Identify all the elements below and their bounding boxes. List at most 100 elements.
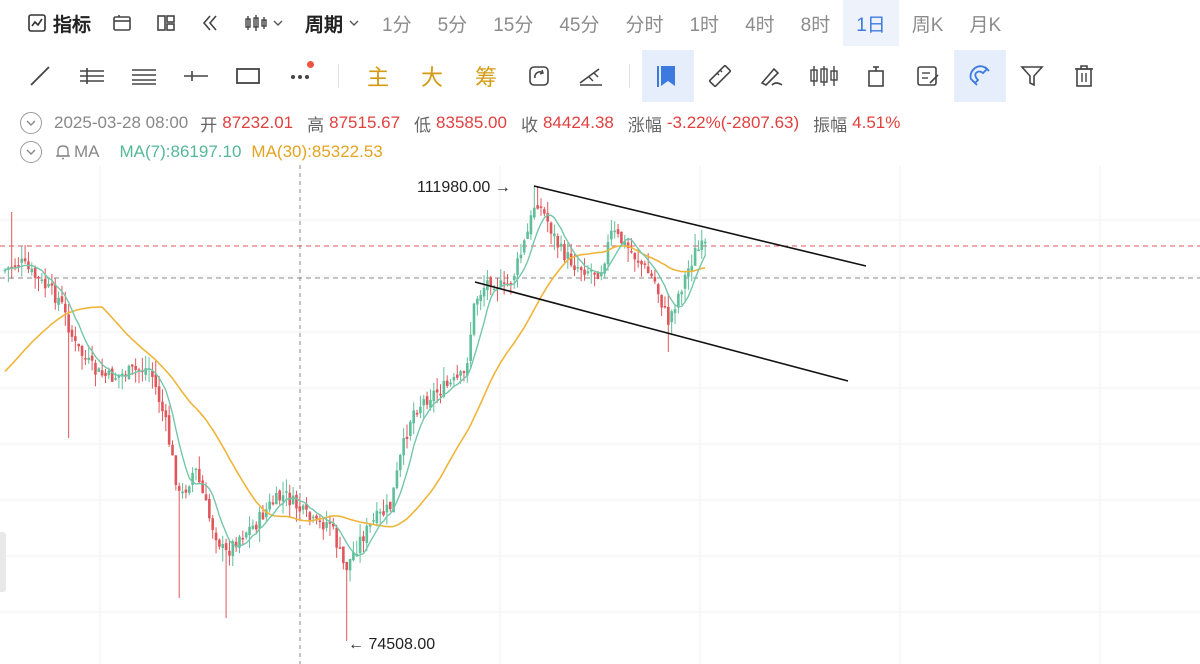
candle-body: [529, 215, 533, 235]
candle-body: [37, 276, 40, 279]
candle: [516, 252, 519, 288]
candle: [388, 501, 392, 512]
candle: [546, 201, 549, 233]
layout-button[interactable]: [100, 0, 144, 46]
candle: [117, 374, 121, 389]
candles-tool[interactable]: [798, 50, 850, 102]
collapse-toggle[interactable]: [20, 112, 42, 134]
horizontal-ray-tool[interactable]: [170, 50, 222, 102]
note-tool[interactable]: [902, 50, 954, 102]
more-tools-button[interactable]: [274, 50, 326, 102]
brush-icon: [760, 67, 783, 86]
candle: [214, 527, 218, 554]
candle: [141, 357, 144, 382]
change-value: -3.22%(-2807.63): [666, 113, 800, 132]
candle-body: [422, 399, 426, 406]
candle: [164, 403, 168, 432]
candle-body: [97, 368, 101, 372]
candle: [248, 516, 251, 549]
candle-body: [7, 267, 10, 270]
candles-layer: [3, 186, 707, 641]
interval-tab[interactable]: 月K: [969, 14, 1002, 36]
bookmark-tool[interactable]: [642, 50, 694, 102]
interval-tab[interactable]: 15分: [493, 14, 534, 36]
horizontal-lines-tool[interactable]: [118, 50, 170, 102]
candle: [690, 254, 694, 282]
lower-channel-line[interactable]: [474, 281, 849, 382]
candle-body: [342, 546, 345, 564]
candle: [667, 293, 670, 352]
rectangle-tool[interactable]: [222, 50, 274, 102]
indicator-button[interactable]: 指标: [18, 0, 100, 46]
interval-tab[interactable]: 1日: [843, 0, 899, 46]
candle-body: [499, 280, 503, 287]
candle-style-button[interactable]: [232, 0, 296, 46]
delete-tool[interactable]: [1058, 50, 1110, 102]
candle-body: [482, 287, 486, 297]
more-icon: [291, 75, 309, 79]
line-tool[interactable]: [14, 50, 66, 102]
candle: [224, 538, 228, 618]
candle: [305, 497, 308, 518]
ruler-tool[interactable]: [694, 50, 746, 102]
interval-tab[interactable]: 4时: [745, 14, 775, 36]
open-value: 87232.01: [222, 113, 294, 132]
interval-tab[interactable]: 分时: [625, 14, 664, 36]
big-order-button[interactable]: 大: [405, 50, 459, 102]
chevron-down-icon: [26, 149, 36, 155]
interval-tab[interactable]: 5分: [437, 14, 468, 36]
upper-channel-line[interactable]: [533, 185, 867, 267]
candle: [378, 508, 382, 524]
left-scroll-handle[interactable]: [0, 532, 6, 592]
candle: [298, 496, 302, 522]
candle-body: [221, 544, 225, 548]
interval-tab[interactable]: 45分: [559, 14, 600, 36]
split-view-button[interactable]: [144, 0, 188, 46]
candle: [30, 262, 34, 276]
candle-body: [399, 454, 402, 471]
bell-icon[interactable]: [54, 143, 72, 161]
candle-body: [586, 271, 590, 274]
parallel-lines-tool[interactable]: [66, 50, 118, 102]
candle: [586, 264, 590, 276]
collapse-toggle[interactable]: [20, 141, 42, 163]
candle-body: [563, 244, 566, 261]
candle-body: [673, 309, 677, 314]
candle: [519, 244, 523, 264]
filter-tool[interactable]: [1006, 50, 1058, 102]
cycle-tool[interactable]: [513, 50, 565, 102]
candle-body: [636, 260, 640, 263]
candle-body: [301, 505, 305, 510]
candle: [100, 358, 104, 378]
candle: [74, 326, 77, 352]
candle: [653, 269, 657, 285]
interval-tab[interactable]: 1分: [382, 14, 412, 36]
candle-body: [84, 358, 87, 360]
candle-body: [30, 268, 34, 273]
candle-body: [640, 261, 643, 265]
rewind-button[interactable]: [188, 0, 232, 46]
main-force-button[interactable]: 主: [351, 50, 405, 102]
candle-body: [556, 236, 560, 248]
candle: [559, 235, 563, 252]
candle: [579, 265, 583, 282]
candle-body: [295, 494, 298, 509]
candle-body: [583, 269, 586, 275]
measure-tool[interactable]: [565, 50, 617, 102]
bin-tool[interactable]: [850, 50, 902, 102]
candle-body: [650, 273, 653, 277]
low-value: 83585.00: [436, 113, 507, 132]
candlestick-icon: [245, 15, 267, 31]
brush-tool[interactable]: [746, 50, 798, 102]
candle-body: [338, 547, 342, 549]
candle: [194, 467, 198, 481]
candle-body: [502, 282, 506, 284]
candle-body: [677, 293, 680, 308]
magnet-tool[interactable]: [954, 50, 1006, 102]
interval-tab[interactable]: 周K: [911, 14, 944, 36]
interval-tab[interactable]: 1时: [689, 14, 720, 36]
period-dropdown[interactable]: 周期: [296, 0, 369, 46]
interval-tab[interactable]: 8时: [800, 14, 831, 36]
candle: [7, 266, 10, 283]
chip-distribution-button[interactable]: 筹: [459, 50, 513, 102]
